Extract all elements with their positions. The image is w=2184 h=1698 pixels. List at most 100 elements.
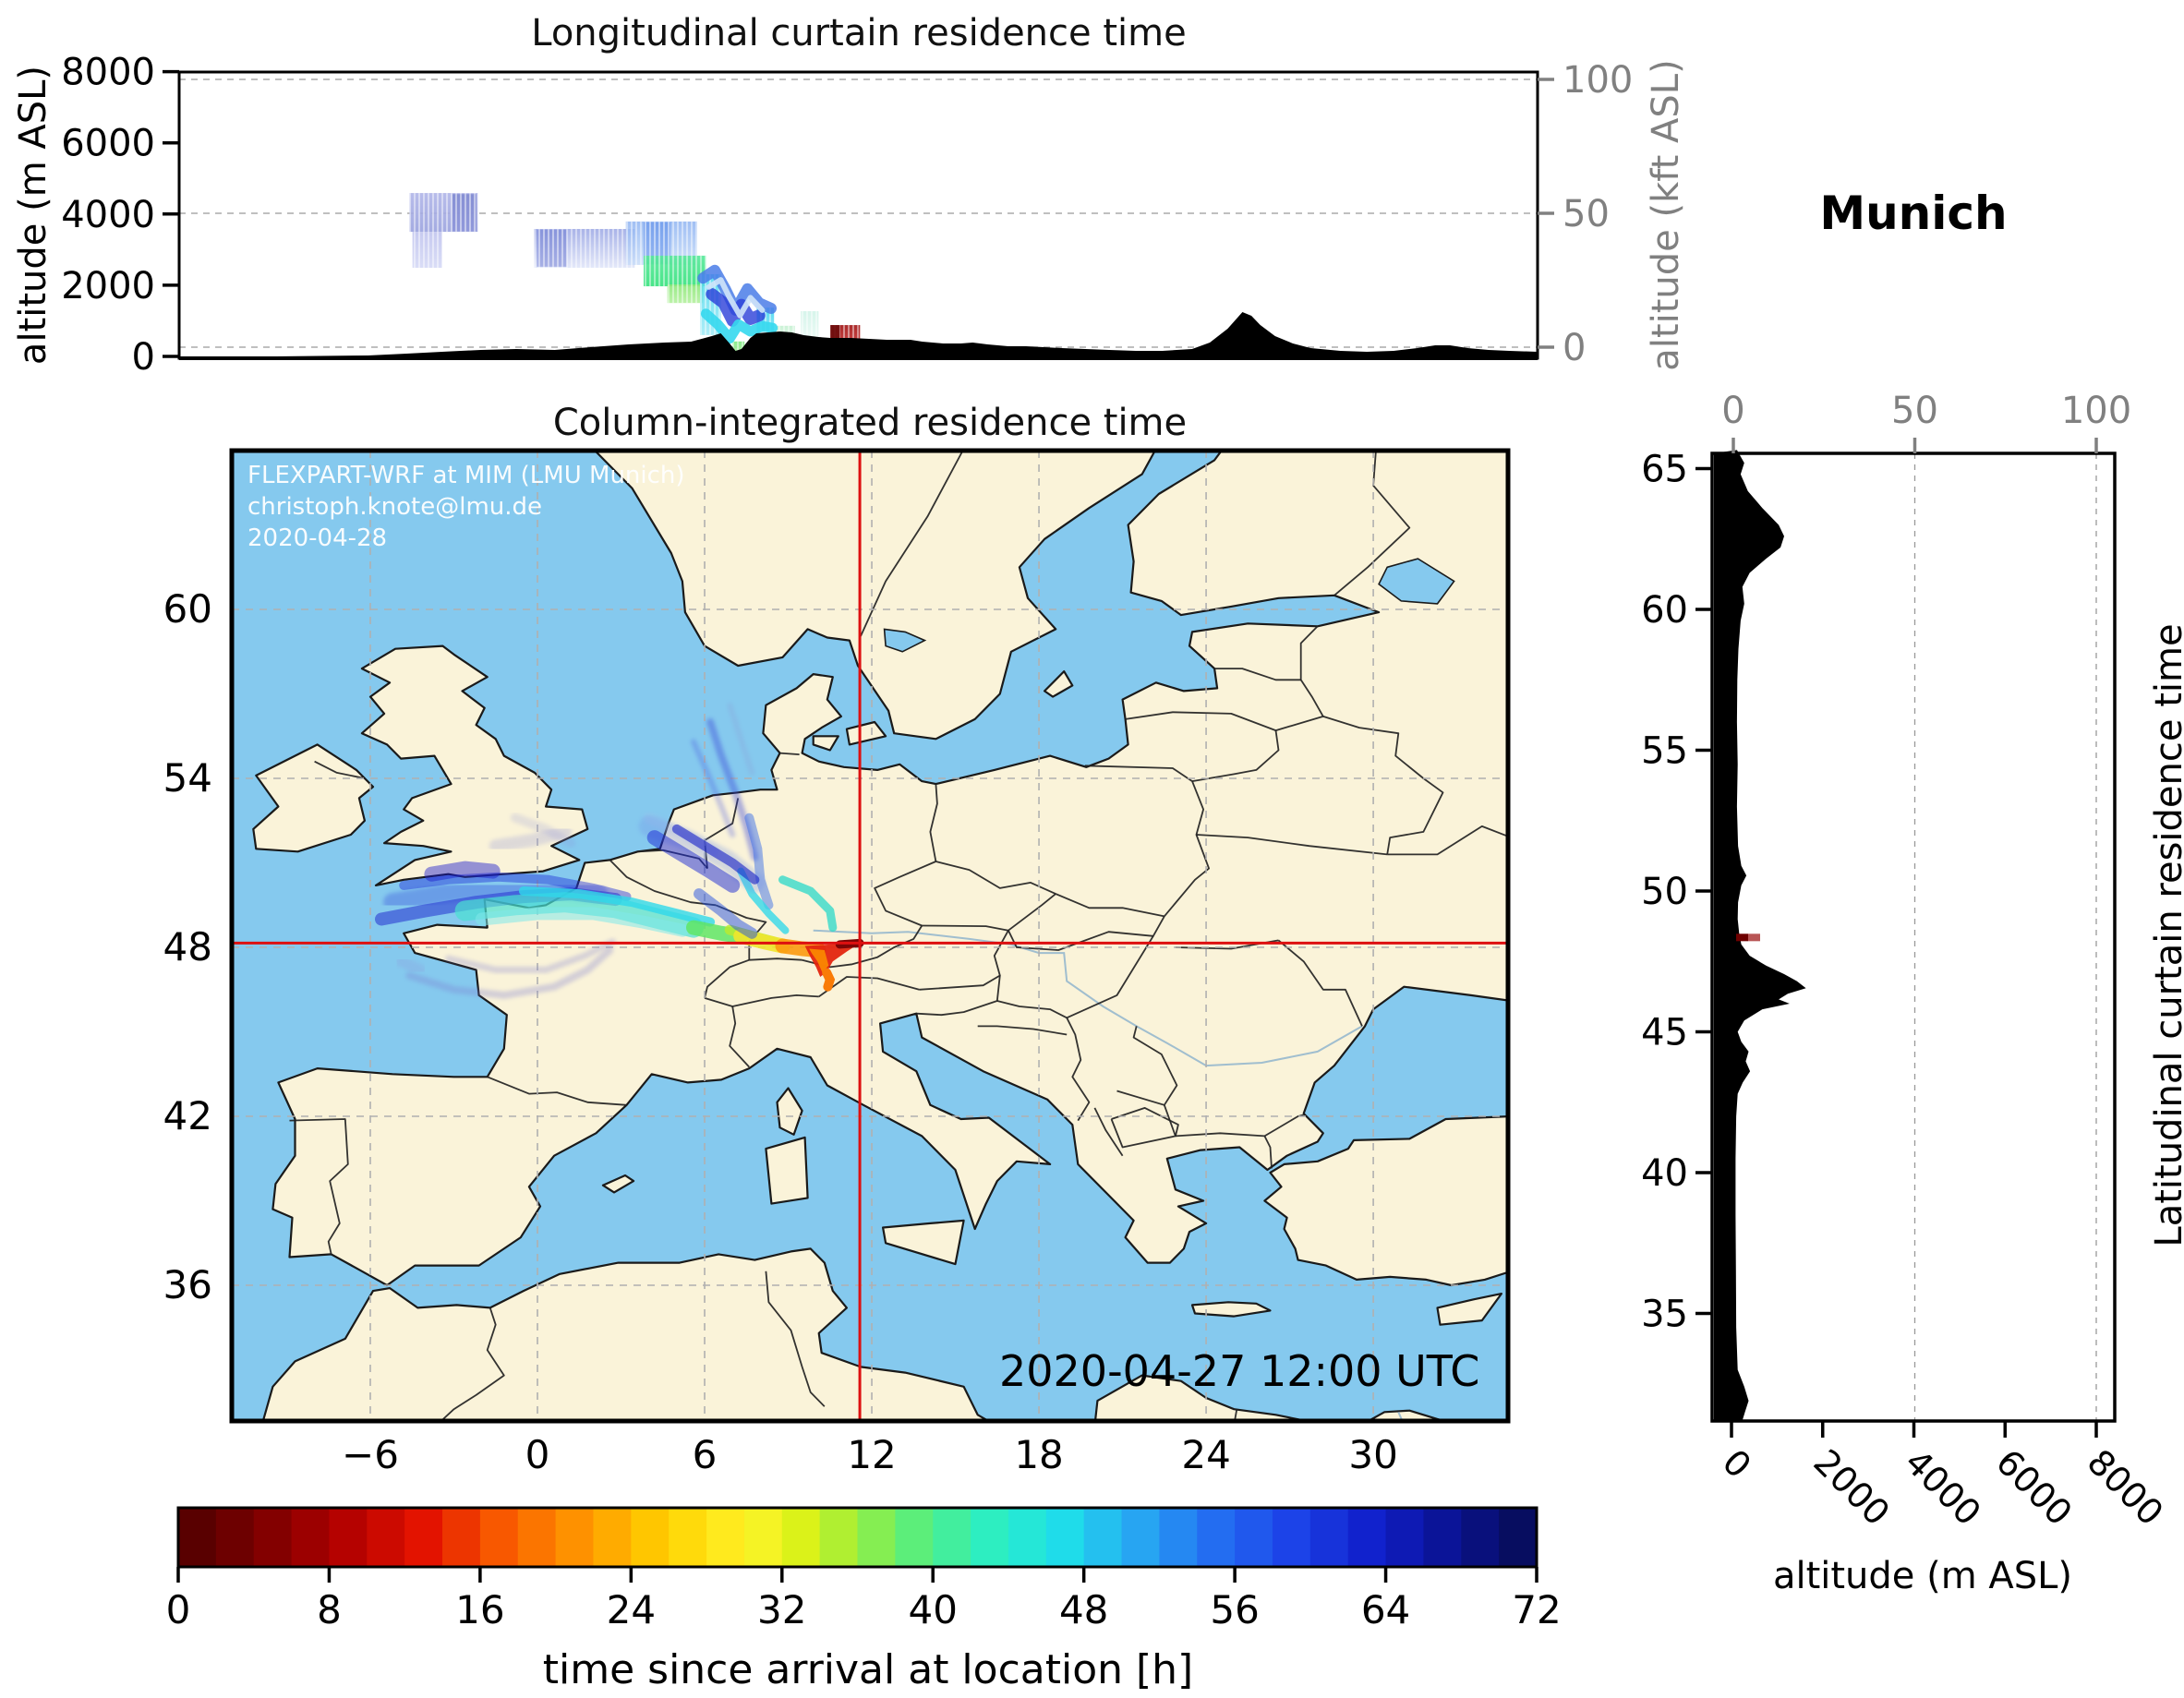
profile-latitudinal	[1714, 450, 1806, 1421]
top-panel-ylabel-left: altitude (m ASL)	[12, 65, 54, 366]
right-panel-kft-label: 50	[1891, 390, 1938, 432]
colorbar-tick-label: 16	[455, 1587, 504, 1632]
receptor-crosshair	[232, 451, 1508, 1421]
top-panel-kft-tick-label: 100	[1563, 59, 1633, 102]
curtain-braids	[697, 264, 778, 344]
map-lon-label: −6	[342, 1432, 399, 1477]
right-panel-alt-label: 2000	[1805, 1441, 1898, 1534]
colorbar-tick-label: 64	[1361, 1587, 1410, 1632]
top-panel-ytick-label: 4000	[61, 194, 155, 236]
colorbar-cell	[1121, 1508, 1161, 1567]
map-panel-title: Column-integrated residence time	[552, 402, 1188, 444]
terrain-profile-longitudinal	[178, 312, 1538, 360]
colorbar-cell	[1309, 1508, 1349, 1567]
colorbar-cell	[819, 1508, 859, 1567]
colorbar-cell	[743, 1508, 783, 1567]
right-panel-alt-label: 8000	[2080, 1441, 2172, 1534]
location-label: Munich	[1819, 187, 2008, 240]
right-panel-alt-label: 4000	[1897, 1441, 1989, 1534]
right-panel-lat-label: 65	[1641, 449, 1688, 491]
watermark-line-1: FLEXPART-WRF at MIM (LMU Munich)	[247, 462, 685, 489]
colorbar-tick-label: 56	[1210, 1587, 1259, 1632]
map-lon-label: 18	[1014, 1432, 1063, 1477]
colorbar-tick-label: 48	[1059, 1587, 1108, 1632]
colorbar-cell	[631, 1508, 670, 1567]
colorbar-tick-label: 8	[317, 1587, 342, 1632]
colorbar-cell	[669, 1508, 707, 1567]
colorbar-cell	[442, 1508, 481, 1567]
colorbar-tick-label: 32	[757, 1587, 806, 1632]
right-panel-alt-label: 0	[1715, 1441, 1759, 1486]
land-polygon	[593, 451, 1157, 741]
colorbar-cell	[706, 1508, 745, 1567]
land-polygon	[765, 1136, 809, 1205]
colorbar-cell	[517, 1508, 557, 1567]
land-polygon	[882, 1219, 965, 1266]
right-panel-lat-label: 60	[1641, 589, 1688, 632]
right-panel-xlabel: altitude (m ASL)	[1772, 1555, 2073, 1597]
colorbar-cell	[1083, 1508, 1123, 1567]
map-lon-label: 6	[693, 1432, 718, 1477]
colorbar-title: time since arrival at location [h]	[542, 1645, 1194, 1693]
colorbar-cell	[1008, 1508, 1047, 1567]
colorbar-cell	[404, 1508, 443, 1567]
colorbar-cell	[1272, 1508, 1311, 1567]
colorbar-cell	[971, 1508, 1009, 1567]
land-polygon	[261, 1247, 1449, 1421]
land-polygon	[812, 735, 839, 752]
map-axis-labels: −6 0 6 12 18 24 30 60 54 48 42 36	[163, 586, 1398, 1477]
right-curtain-panel: 0 50 100 65 60 55 50 45 40 35 0 2000 4000 6000 8000	[1641, 390, 2171, 1534]
curtain-blocks	[409, 193, 861, 353]
land-polygon	[601, 1174, 635, 1194]
top-panel-ytick-label: 6000	[61, 123, 155, 165]
land-polygon	[845, 720, 887, 746]
land-polygon	[252, 743, 375, 853]
right-panel-kft-label: 100	[2061, 390, 2131, 432]
colorbar-cell	[253, 1508, 293, 1567]
colorbar-cell	[781, 1508, 821, 1567]
colorbar-tick-label: 72	[1512, 1587, 1561, 1632]
watermark: FLEXPART-WRF at MIM (LMU Munich) christo…	[247, 460, 685, 554]
land-polygon	[1436, 1293, 1502, 1326]
map-lon-label: 24	[1181, 1432, 1230, 1477]
lake	[1378, 558, 1455, 605]
right-panel-side-title: Latitudinal curtain residence time	[2148, 623, 2184, 1247]
land-polygon	[1263, 1115, 1508, 1287]
land-polygon	[1044, 670, 1074, 698]
map-panel: −6 0 6 12 18 24 30 60 54 48 42 36	[163, 448, 1511, 1477]
map-lon-label: 0	[525, 1432, 550, 1477]
map-lat-label: 60	[163, 586, 212, 632]
colorbar-cell	[555, 1508, 595, 1567]
colorbar-cell	[291, 1508, 331, 1567]
map-lon-label: 30	[1348, 1432, 1397, 1477]
right-panel-lat-label: 50	[1641, 871, 1688, 913]
river	[1397, 1411, 1404, 1421]
colorbar-cell	[1423, 1508, 1463, 1567]
landmasses	[252, 451, 1508, 1421]
land-polygon	[1190, 1301, 1272, 1318]
top-panel-kft-tick-label: 0	[1563, 327, 1586, 369]
land-polygon	[776, 1087, 803, 1136]
map-gridlines	[232, 451, 1508, 1421]
colorbar-cell	[1385, 1508, 1425, 1567]
colorbar: 0 8 16 24 32 40 48 56 64 72	[166, 1506, 1562, 1632]
colorbar-cell	[367, 1508, 405, 1567]
colorbar-tick-label: 0	[166, 1587, 191, 1632]
right-panel-lat-label: 45	[1641, 1012, 1688, 1054]
right-panel-lat-label: 35	[1641, 1294, 1688, 1336]
top-panel-ytick-label: 0	[132, 336, 155, 379]
colorbar-cell	[1235, 1508, 1273, 1567]
right-panel-lat-label: 40	[1641, 1152, 1688, 1195]
colorbar-cell	[479, 1508, 519, 1567]
map-lat-label: 48	[163, 924, 212, 969]
colorbar-tick-label: 40	[908, 1587, 957, 1632]
map-lat-label: 54	[163, 755, 212, 801]
colorbar-cell	[1499, 1508, 1538, 1567]
colorbar-cell	[215, 1508, 255, 1567]
top-panel-ytick-label: 2000	[61, 265, 155, 307]
right-panel-kft-label: 0	[1721, 390, 1744, 432]
lake	[883, 628, 927, 653]
top-panel-kft-tick-label: 50	[1563, 193, 1610, 235]
